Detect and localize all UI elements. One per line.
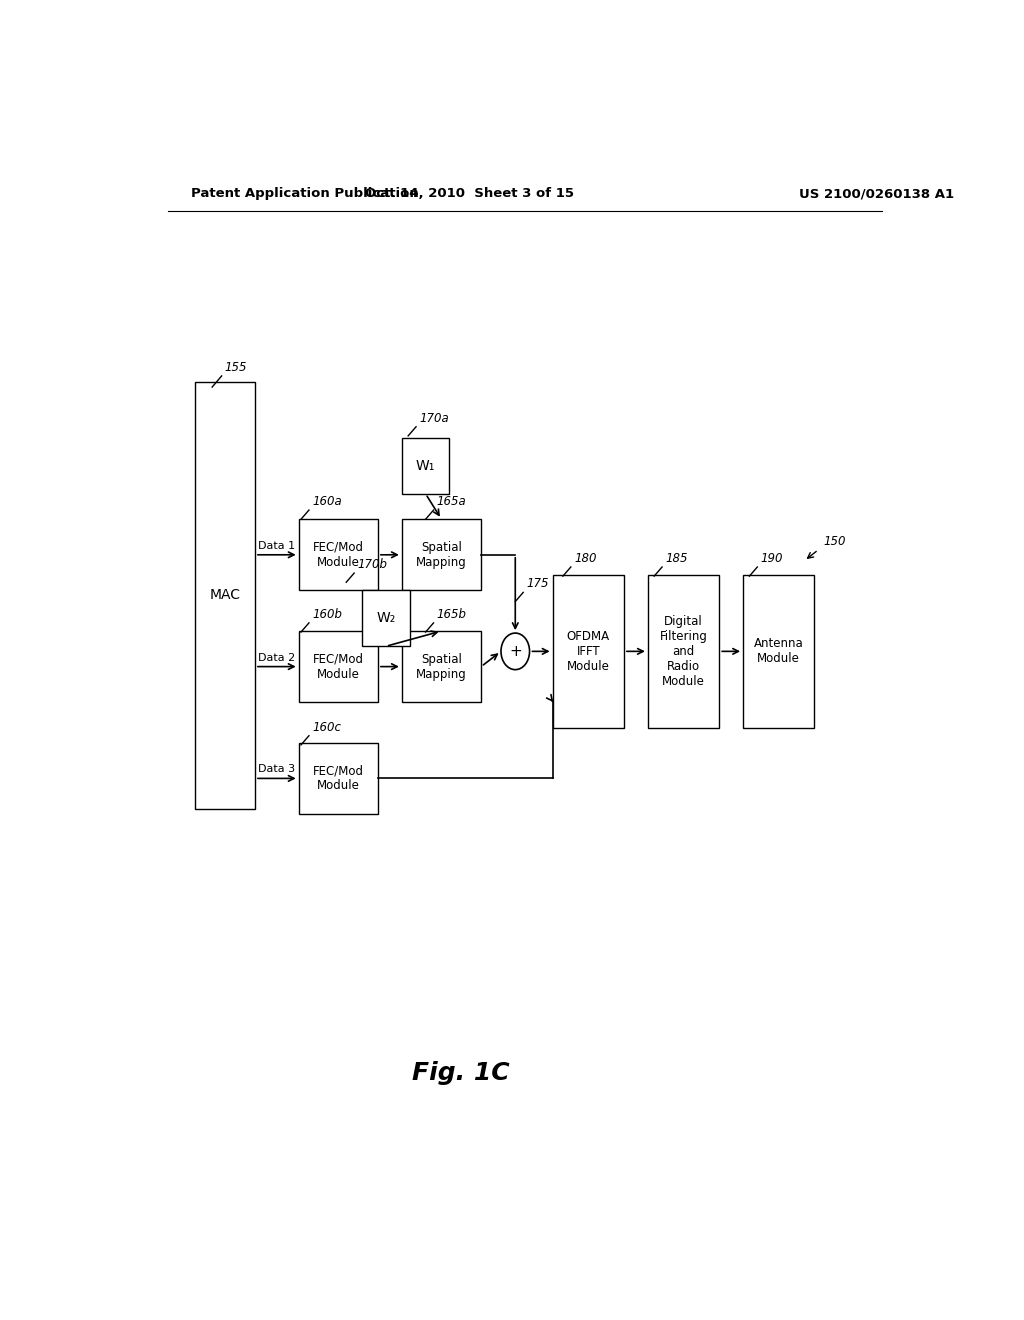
Text: 165b: 165b [436,609,467,620]
Text: W₁: W₁ [416,459,435,473]
Text: Data 1: Data 1 [258,541,295,550]
Text: 160a: 160a [312,495,342,508]
Bar [401,438,450,494]
Text: OFDMA
IFFT
Module: OFDMA IFFT Module [566,630,610,673]
Text: Oct. 14, 2010  Sheet 3 of 15: Oct. 14, 2010 Sheet 3 of 15 [365,187,573,201]
Text: 175: 175 [526,577,549,590]
Text: Patent Application Publication: Patent Application Publication [191,187,419,201]
Text: Digital
Filtering
and
Radio
Module: Digital Filtering and Radio Module [659,615,708,688]
Text: 170b: 170b [357,558,387,572]
Text: FEC/Mod
Module: FEC/Mod Module [312,541,364,569]
Bar [196,381,255,809]
Bar [362,590,410,647]
Bar [743,576,814,727]
Text: US 2100/0260138 A1: US 2100/0260138 A1 [799,187,953,201]
Text: MAC: MAC [210,589,241,602]
Text: 160c: 160c [312,721,341,734]
Text: Data 2: Data 2 [258,652,295,663]
Text: +: + [509,644,521,659]
Bar [553,576,624,727]
Text: 165a: 165a [436,495,467,508]
Text: 150: 150 [823,535,846,548]
Text: 190: 190 [761,552,783,565]
Bar [299,631,378,702]
Text: W₂: W₂ [376,611,395,626]
Text: Fig. 1C: Fig. 1C [413,1061,510,1085]
Bar [299,519,378,590]
Bar [299,743,378,814]
Text: FEC/Mod
Module: FEC/Mod Module [312,764,364,792]
Text: FEC/Mod
Module: FEC/Mod Module [312,652,364,681]
Text: Spatial
Mapping: Spatial Mapping [416,541,467,569]
Text: 155: 155 [225,360,248,374]
Text: Data 3: Data 3 [258,764,295,775]
Text: Antenna
Module: Antenna Module [754,638,804,665]
Text: 170a: 170a [419,412,449,425]
Bar [401,631,481,702]
Text: 185: 185 [666,552,688,565]
Text: Spatial
Mapping: Spatial Mapping [416,652,467,681]
Bar [401,519,481,590]
Text: 180: 180 [574,552,597,565]
Bar [648,576,719,727]
Circle shape [501,634,529,669]
Text: 160b: 160b [312,609,342,620]
